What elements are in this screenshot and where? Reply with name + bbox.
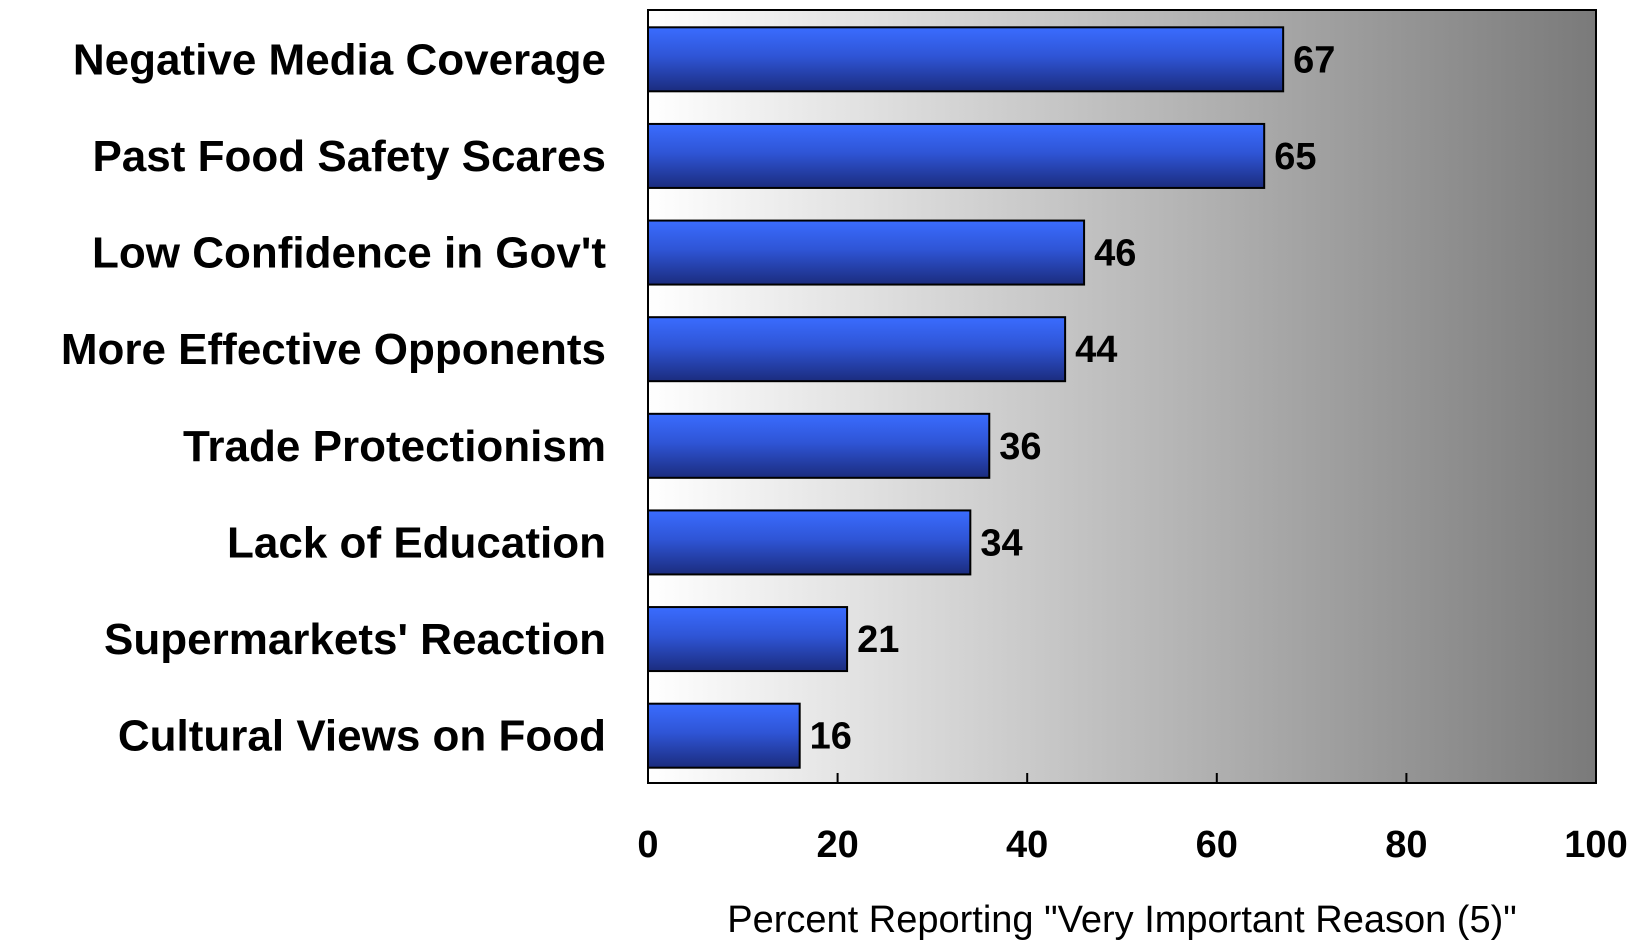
x-tick-label: 0 bbox=[637, 824, 658, 866]
category-label: Lack of Education bbox=[227, 518, 606, 567]
bar-value-label: 34 bbox=[980, 522, 1022, 564]
bar-value-label: 65 bbox=[1274, 136, 1316, 178]
bar bbox=[647, 412, 991, 479]
bar-value-label: 16 bbox=[810, 716, 852, 758]
bar-value-label: 67 bbox=[1293, 39, 1335, 81]
category-label: Past Food Safety Scares bbox=[92, 132, 606, 181]
bar bbox=[647, 26, 1285, 93]
bar bbox=[647, 509, 972, 576]
category-label: Supermarkets' Reaction bbox=[104, 615, 606, 664]
bar-value-label: 36 bbox=[999, 426, 1041, 468]
x-tick-label: 80 bbox=[1385, 824, 1427, 866]
bar bbox=[647, 606, 849, 673]
bars-group bbox=[647, 26, 1285, 769]
x-tick-label: 40 bbox=[1006, 824, 1048, 866]
x-axis-title: Percent Reporting "Very Important Reason… bbox=[727, 899, 1516, 940]
bar bbox=[647, 219, 1086, 286]
x-tick-label: 20 bbox=[816, 824, 858, 866]
category-label: Low Confidence in Gov't bbox=[92, 229, 606, 278]
x-tick-label: 100 bbox=[1564, 824, 1627, 866]
bar bbox=[647, 316, 1067, 383]
bar bbox=[647, 702, 801, 769]
labels-group: 67 Negative Media Coverage 65 Past Food Saf… bbox=[61, 35, 1336, 760]
bar-value-label: 21 bbox=[857, 619, 899, 661]
category-label: Negative Media Coverage bbox=[73, 35, 606, 84]
bar-value-label: 46 bbox=[1094, 233, 1136, 275]
category-label: More Effective Opponents bbox=[61, 325, 606, 374]
x-axis: 0 20 40 60 80 100 bbox=[637, 773, 1628, 866]
category-label: Cultural Views on Food bbox=[118, 712, 606, 761]
category-label: Trade Protectionism bbox=[183, 422, 606, 471]
bar-value-label: 44 bbox=[1075, 329, 1117, 371]
bar bbox=[647, 122, 1266, 189]
x-tick-label: 60 bbox=[1196, 824, 1238, 866]
